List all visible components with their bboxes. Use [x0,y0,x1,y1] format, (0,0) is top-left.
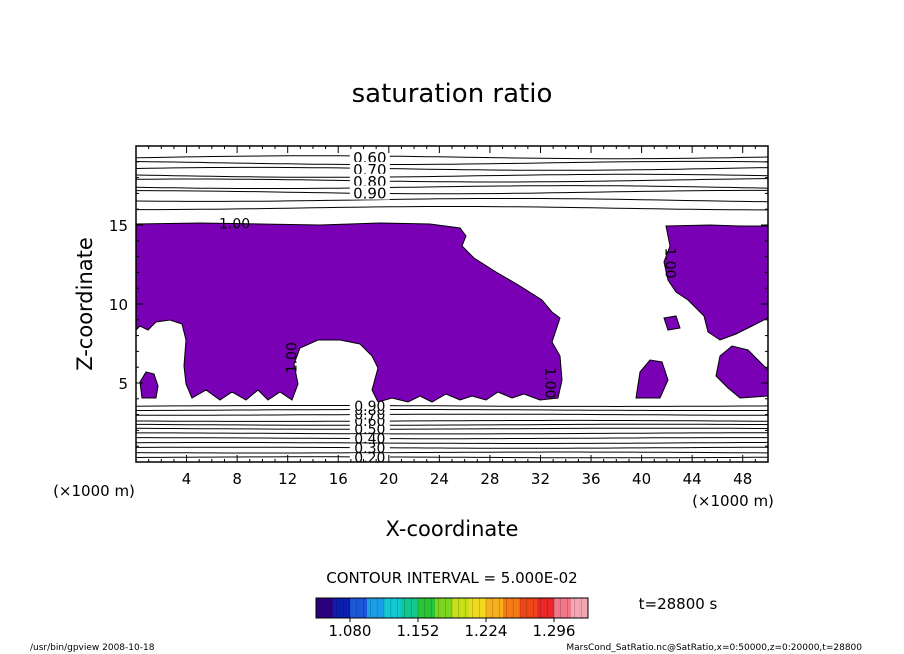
colorbar-tick-label: 1.080 [329,622,372,640]
contour-line [136,451,768,454]
x-tick-label: 16 [329,470,348,488]
x-tick-label: 44 [683,470,702,488]
y-tick-label: 15 [109,217,128,235]
contour-line [136,432,768,435]
colorbar-swatch [333,598,351,618]
contour-label-bg [349,401,390,410]
colorbar-swatch [452,598,470,618]
contour-line [136,409,768,411]
colorbar [315,597,589,619]
supersaturated-region-mid-right [635,359,669,399]
x-tick-label: 8 [232,470,242,488]
contour-interval-text: CONTOUR INTERVAL = 5.000E-02 [326,569,577,587]
contour-line [136,185,768,189]
x-tick-label: 28 [480,470,499,488]
x-unit-left: (×1000 m) [53,482,135,500]
contour-label-bg [349,185,390,200]
contour-line [136,198,768,203]
contour-label-bg [349,443,390,452]
colorbar-swatch [469,598,487,618]
contour-label-bg [349,434,390,443]
colorbar-swatch [401,598,419,618]
contour-label-bg [349,173,390,188]
contour-line [136,178,768,183]
colorbar-swatch [486,598,504,618]
contour-label-bg [349,150,390,165]
y-tick-label: 5 [118,375,128,393]
colorbar-swatch [316,598,334,618]
colorbar-swatch [554,598,572,618]
contour-line [136,456,768,459]
colorbar-tick-label: 1.224 [465,622,508,640]
x-unit-right: (×1000 m) [692,492,774,510]
contour-line [136,437,768,440]
contour-line [136,423,768,426]
colorbar-swatch [537,598,555,618]
time-text: t=28800 s [639,595,718,613]
colorbar-swatch [350,598,368,618]
colorbar-swatch [367,598,385,618]
x-tick-label: 20 [379,470,398,488]
supersaturated-region-speck [663,315,681,331]
contour-label: 0.50 [354,422,385,438]
colorbar-swatch [435,598,453,618]
colorbar-swatch [520,598,538,618]
contour-label-bg [349,410,390,419]
colorbar-tick-label: 1.296 [533,622,576,640]
x-tick-label: 40 [632,470,651,488]
colorbar-swatch [503,598,521,618]
supersaturated-region-edge [715,345,768,399]
y-tick-label: 10 [109,296,128,314]
contour-label: 1.00 [542,367,558,398]
contour-line [136,189,768,195]
contour-label: 0.20 [354,450,385,466]
supersaturated-region-right [663,224,768,341]
footer-left: /usr/bin/gpview 2008-10-18 [30,643,155,653]
contour-line [136,173,768,178]
colorbar-swatch [384,598,402,618]
contour-label: 0.40 [354,431,385,447]
contour-label-bg [349,161,390,176]
x-tick-label: 12 [278,470,297,488]
contour-line [136,427,768,430]
footer-right: MarsCond_SatRatio.nc@SatRatio,x=0:50000,… [566,643,862,653]
contour-label-bg [349,416,390,425]
x-tick-label: 32 [531,470,550,488]
contour-line [136,155,768,160]
contour-line [136,166,768,171]
contour-line [136,405,768,408]
contour-label: 0.90 [353,185,386,203]
contour-line [136,446,768,449]
contour-line [136,206,768,211]
contour-label-bg [349,453,390,462]
contour-label: 0.30 [354,441,385,457]
x-tick-label: 48 [733,470,752,488]
x-axis-label: X-coordinate [386,517,519,541]
contour-label: 1.00 [284,342,300,373]
contour-label: 1.00 [662,247,678,278]
contour-line [136,419,768,422]
colorbar-swatch [418,598,436,618]
supersaturated-region [136,222,563,403]
y-axis-label: Z-coordinate [73,237,97,371]
contour-label: 0.90 [354,399,385,415]
contour-line [136,160,768,165]
chart-title: saturation ratio [352,79,553,109]
contour-line [136,441,768,444]
x-tick-label: 4 [182,470,192,488]
x-tick-label: 24 [430,470,449,488]
contour-label-bg [349,424,390,433]
supersaturated-region-left [139,371,159,399]
colorbar-frame [315,597,589,619]
colorbar-swatch [571,598,589,618]
contour-line [136,413,768,416]
contour-label: 1.00 [219,216,250,232]
x-tick-label: 36 [581,470,600,488]
colorbar-tick-label: 1.152 [397,622,440,640]
